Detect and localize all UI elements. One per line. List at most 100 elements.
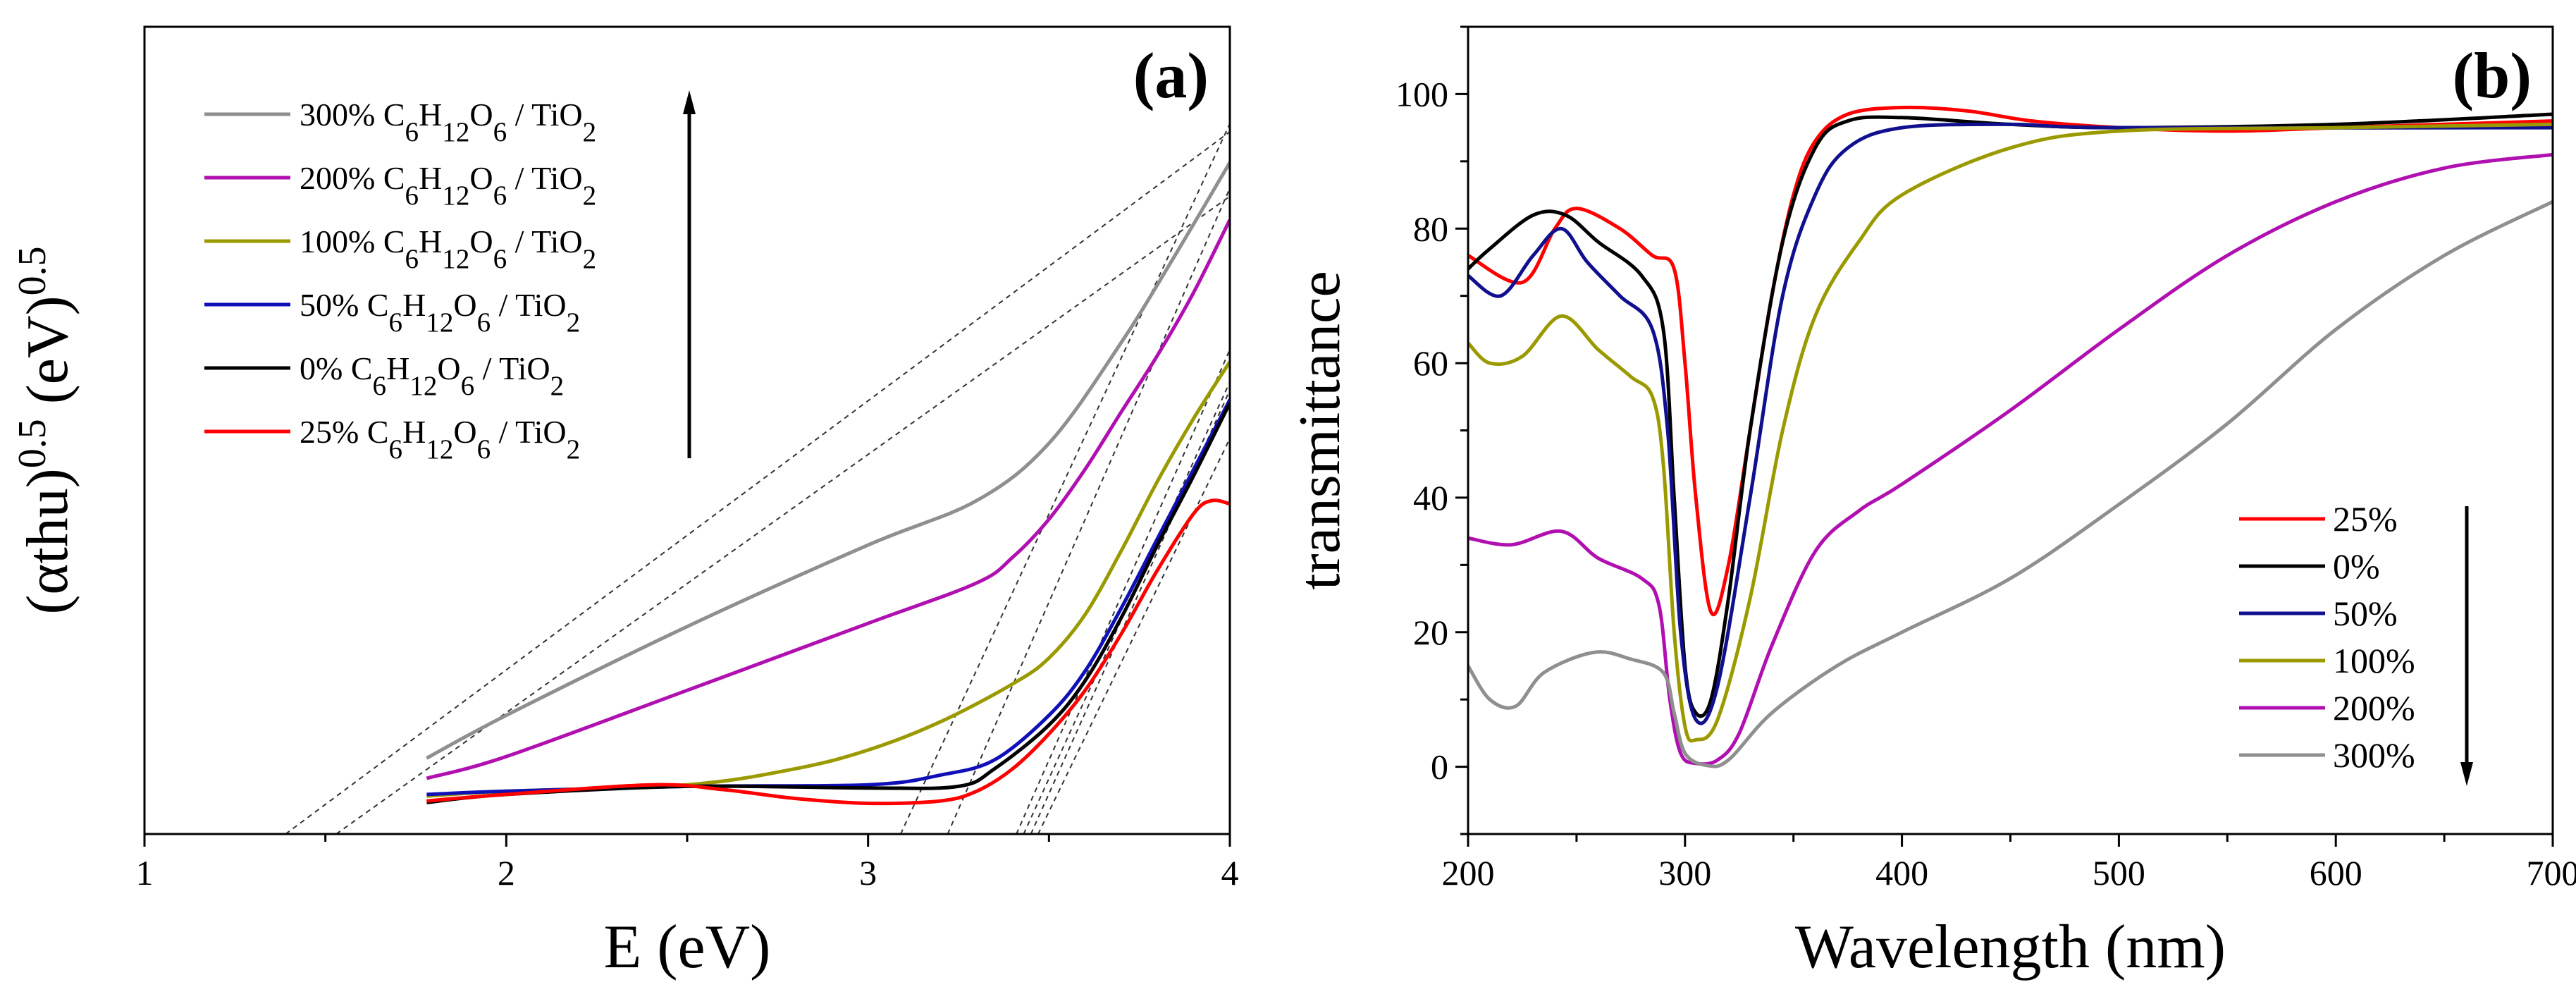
legend-text: C [383, 97, 405, 133]
legend-item: 300% C6H12O6 / TiO2 [204, 97, 596, 147]
legend-text: C [367, 414, 389, 450]
legend-label: 100% C6H12O6 / TiO2 [300, 223, 596, 274]
legend-text: / TiO [491, 287, 566, 323]
panel-a-absorption-tauc-plot: 1 2 3 4E (eV)(αthu)0.5 (eV)0.5(a)300% C6H12… [11, 25, 1239, 981]
legend-text: H [419, 97, 442, 133]
legend-subscript: 6 [493, 117, 507, 147]
legend-item: 0% C6H12O6 / TiO2 [204, 350, 564, 401]
legend-label: 100% [2333, 641, 2415, 680]
legend-subscript: 2 [583, 117, 597, 147]
panel-label: (b) [2453, 39, 2532, 111]
panel-b-transmittance-plot: 200 300 400 500 600 700 0 20 40 60 80 100 Wavelength… [1287, 25, 2576, 981]
legend-subscript: 6 [493, 180, 507, 211]
legend-text: / TiO [491, 414, 566, 450]
legend-subscript: 2 [583, 180, 597, 211]
legend-subscript: 12 [442, 117, 469, 147]
legend-text: O [453, 414, 476, 450]
legend-text: O [469, 223, 493, 259]
y-label-exponent: 0.5 [11, 246, 54, 295]
legend-subscript: 6 [389, 307, 403, 338]
y-tick-label: 60 [1413, 343, 1448, 383]
arrow-head [683, 90, 696, 114]
legend-text: O [469, 160, 493, 196]
y-axis-label: (αthu)0.5 (eV)0.5 [11, 246, 80, 614]
y-tick-label: 20 [1413, 613, 1448, 652]
legend-label: 300% [2333, 735, 2415, 775]
series-line-50pct [1468, 122, 2553, 725]
series-line-25pct [426, 498, 1230, 806]
series-line-50pct [426, 398, 1230, 797]
legend-label: 25% C6H12O6 / TiO2 [300, 414, 580, 465]
legend-subscript: 6 [373, 371, 387, 401]
legend-subscript: 6 [405, 244, 419, 274]
legend-label: 0% [2333, 546, 2380, 586]
tangent-line [1016, 349, 1230, 834]
legend-percent: 300% [300, 97, 383, 133]
legend-label: 200% [2333, 688, 2415, 728]
legend-subscript: 12 [426, 307, 453, 338]
legend-text: / TiO [507, 160, 582, 196]
legend-text: H [419, 223, 442, 259]
y-axis-label: transmittance [1287, 271, 1352, 589]
legend-text: H [402, 287, 426, 323]
legend-percent: 25% [300, 414, 367, 450]
series-lines [426, 161, 1230, 806]
legend-subscript: 2 [567, 434, 581, 465]
series-lines [1468, 105, 2553, 768]
legend-text: C [383, 223, 405, 259]
legend-label: 0% C6H12O6 / TiO2 [300, 350, 564, 401]
y-label-exponent: 0.5 [11, 419, 54, 468]
legend-text: H [386, 350, 409, 386]
legend-item: 100% C6H12O6 / TiO2 [204, 223, 596, 274]
legend-label: 25% [2333, 499, 2398, 539]
x-tick-label: 600 [2310, 853, 2362, 893]
legend-label: 200% C6H12O6 / TiO2 [300, 160, 596, 211]
legend-item: 200% C6H12O6 / TiO2 [204, 160, 596, 211]
series-line-0pct [426, 402, 1230, 804]
x-tick-label: 3 [859, 853, 877, 893]
legend-item: 100% [2239, 641, 2415, 680]
y-tick-label: 40 [1413, 478, 1448, 517]
x-tick-label: 400 [1875, 853, 1928, 893]
legend-label: 300% C6H12O6 / TiO2 [300, 97, 596, 147]
legend-percent: 50% [300, 287, 367, 323]
legend-subscript: 6 [477, 307, 491, 338]
legend-subscript: 6 [405, 180, 419, 211]
x-tick-label: 300 [1658, 853, 1711, 893]
tangent-line [947, 188, 1230, 834]
legend-item: 0% [2239, 546, 2380, 586]
x-tick-label: 2 [498, 853, 515, 893]
x-tick-label: 200 [1442, 853, 1495, 893]
legend-percent: 200% [300, 160, 383, 196]
legend-subscript: 6 [493, 244, 507, 274]
series-line-200pct [426, 219, 1230, 780]
x-tick-label: 700 [2527, 853, 2576, 893]
legend-label: 50% C6H12O6 / TiO2 [300, 287, 580, 338]
legend-subscript: 6 [477, 434, 491, 465]
legend-text: C [383, 160, 405, 196]
legend-label: 50% [2333, 594, 2398, 633]
legend-subscript: 12 [442, 244, 469, 274]
legend-text: / TiO [507, 223, 582, 259]
legend-item: 25% [2239, 499, 2398, 539]
legend-item: 50% [2239, 594, 2398, 633]
legend-subscript: 12 [426, 434, 453, 465]
y-label-base: (αthu) [15, 468, 80, 614]
y-tick-label: 0 [1431, 747, 1448, 787]
legend-item: 200% [2239, 688, 2415, 728]
x-tick-label: 1 [136, 853, 154, 893]
legend-percent: 0% [300, 350, 351, 386]
legend-text: H [402, 414, 426, 450]
x-axis-label: Wavelength (nm) [1795, 913, 2226, 981]
y-label-base: (eV) [15, 295, 80, 419]
legend-item: 25% C6H12O6 / TiO2 [204, 414, 580, 465]
x-tick-label: 4 [1221, 853, 1239, 893]
increase-arrow-up [683, 90, 696, 458]
legend-item: 50% C6H12O6 / TiO2 [204, 287, 580, 338]
legend-text: / TiO [474, 350, 550, 386]
legend-text: / TiO [507, 97, 582, 133]
legend-subscript: 6 [405, 117, 419, 147]
legend-item: 300% [2239, 735, 2415, 775]
